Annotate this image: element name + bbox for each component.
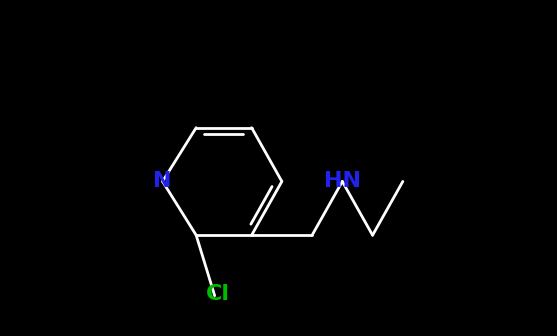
- Text: N: N: [153, 171, 172, 192]
- Text: Cl: Cl: [206, 284, 230, 304]
- Text: HN: HN: [324, 171, 361, 192]
